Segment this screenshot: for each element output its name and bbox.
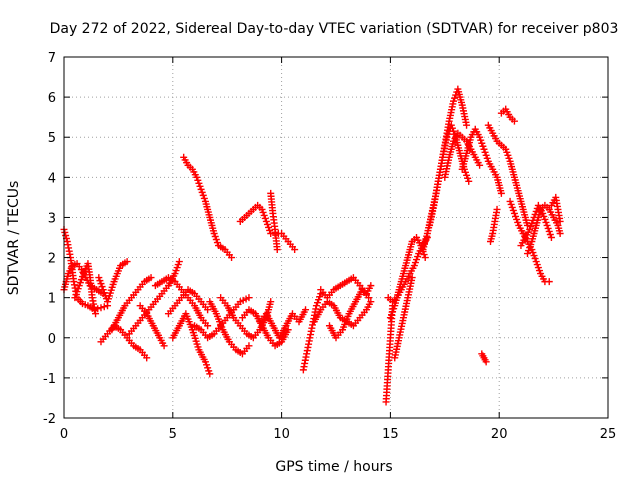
y-tick-label: 1 <box>48 292 56 307</box>
data-point <box>204 306 212 314</box>
data-point <box>421 254 429 262</box>
data-point <box>100 303 108 311</box>
y-axis-label: SDTVAR / TECUs <box>6 181 22 296</box>
data-point <box>245 342 253 350</box>
y-tick-label: 0 <box>48 332 56 347</box>
data-point <box>302 306 310 314</box>
y-tick-label: 4 <box>48 171 56 186</box>
y-tick-label: 3 <box>48 211 56 226</box>
data-point <box>476 161 484 169</box>
data-point <box>367 298 375 306</box>
data-point <box>493 205 501 213</box>
data-point <box>284 326 292 334</box>
x-tick-label: 5 <box>169 427 177 442</box>
data-point <box>556 217 564 225</box>
x-tick-label: 15 <box>382 427 399 442</box>
data-point <box>465 177 473 185</box>
x-tick-label: 20 <box>491 427 508 442</box>
x-axis-label: GPS time / hours <box>275 459 392 475</box>
y-tick-label: 5 <box>48 131 56 146</box>
data-point <box>510 117 518 125</box>
data-point <box>160 342 168 350</box>
chart-title: Day 272 of 2022, Sidereal Day-to-day VTE… <box>50 21 619 37</box>
data-point <box>367 282 375 290</box>
y-tick-label: 6 <box>48 91 56 106</box>
data-point <box>228 254 236 262</box>
data-point <box>143 354 151 362</box>
y-tick-label: 7 <box>48 51 56 66</box>
data-point <box>545 278 553 286</box>
data-point <box>273 246 281 254</box>
data-point <box>147 274 155 282</box>
data-point <box>206 370 214 378</box>
data-point <box>556 229 564 237</box>
data-point <box>463 121 471 129</box>
y-tick-label: -1 <box>43 372 56 387</box>
data-points <box>60 85 564 406</box>
x-tick-label: 0 <box>60 427 68 442</box>
data-point <box>175 258 183 266</box>
data-point <box>497 189 505 197</box>
data-point <box>97 304 105 312</box>
data-point <box>267 298 275 306</box>
data-point <box>92 310 100 318</box>
data-point <box>123 258 131 266</box>
data-point <box>204 322 212 330</box>
axis-ticks: 0 5 10 15 20 25 -2 -1 0 1 2 3 4 5 6 7 <box>43 51 616 442</box>
data-point <box>482 358 490 366</box>
data-point <box>365 294 373 302</box>
y-tick-label: 2 <box>48 252 56 267</box>
x-tick-label: 10 <box>273 427 290 442</box>
data-point <box>547 234 555 241</box>
x-tick-label: 25 <box>600 427 617 442</box>
data-point <box>291 246 299 254</box>
data-point <box>245 294 253 302</box>
y-tick-label: -2 <box>43 412 56 427</box>
data-point <box>408 274 416 282</box>
data-point <box>523 221 531 229</box>
plot-frame <box>63 56 609 419</box>
